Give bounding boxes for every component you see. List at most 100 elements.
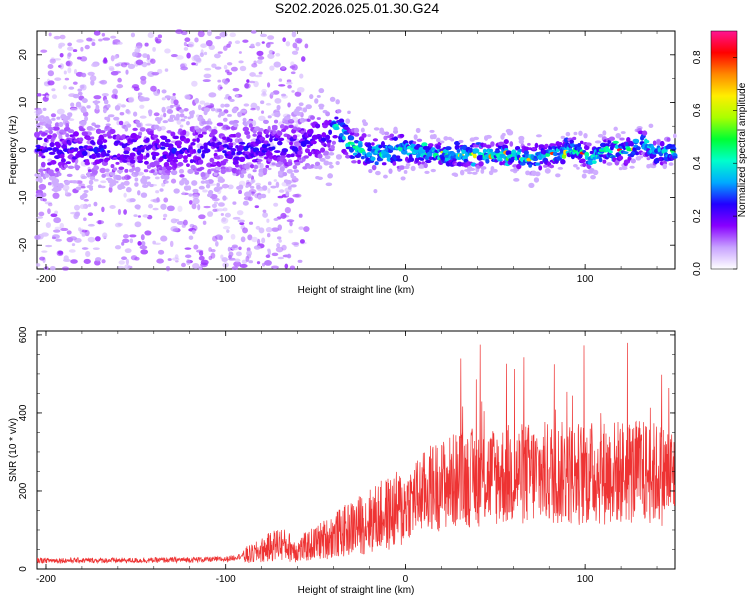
spectrogram-cell (265, 102, 272, 106)
spectrogram-cell (222, 207, 228, 212)
spectrogram-cell (245, 184, 249, 188)
spectrogram-cell (523, 150, 529, 156)
spectrogram-cell (193, 244, 199, 250)
spectrogram-cell (492, 168, 498, 173)
spectrogram-cell (93, 178, 99, 182)
spectrogram-cell (548, 164, 555, 169)
spectrogram-cell (638, 155, 644, 159)
spectrogram-cell (261, 152, 266, 156)
spectrogram-cell (217, 79, 222, 83)
spectrogram-cell (153, 160, 160, 166)
spectrogram-cell (268, 141, 274, 149)
spectrogram-cell (160, 146, 166, 150)
spectrogram-cell (485, 158, 490, 164)
spectrogram-cell (427, 143, 434, 147)
spectrogram-cell (77, 88, 83, 92)
spectrogram-cell (309, 94, 314, 100)
spectrogram-cell (183, 219, 188, 226)
spectrogram-cell (137, 190, 141, 196)
spectrogram-cell (126, 175, 132, 180)
spectrogram-cell (125, 187, 132, 193)
spectrogram-cell (231, 266, 239, 271)
spectrogram-cell (303, 155, 309, 159)
spectrogram-cell (297, 150, 303, 155)
spectrogram-cell (208, 92, 217, 98)
spectrogram-cell (608, 150, 613, 154)
spectrogram-cell (629, 165, 635, 169)
spectrogram-cell (207, 189, 214, 195)
spectrogram-cell (134, 204, 141, 210)
spectrogram-cell (102, 133, 108, 138)
spectrogram-cell (130, 255, 138, 261)
spectrogram-cell (116, 265, 125, 269)
spectrogram-cell (62, 85, 67, 90)
spectrogram-cell (294, 193, 302, 198)
spectrogram-cell (239, 222, 245, 226)
spectrogram-cell (67, 42, 73, 47)
spectrogram-cell (421, 142, 428, 147)
spectrogram-cell (34, 173, 40, 177)
spectrogram-cell (214, 108, 220, 113)
spectrogram-cell (231, 151, 236, 156)
spectrogram-cell (47, 80, 55, 86)
spectrogram-cell (256, 105, 260, 111)
spectrogram-cell (262, 185, 268, 191)
spectrogram-cell (286, 168, 294, 174)
spectrogram-cell (68, 86, 75, 90)
spectrogram-cell (75, 186, 82, 191)
spectrogram-cell (94, 124, 101, 128)
spectrogram-cell (119, 112, 125, 116)
spectrogram-cell (61, 266, 70, 271)
spectrogram-cell (250, 102, 258, 110)
spectrogram-cell (106, 104, 111, 108)
spectrogram-cell (187, 168, 194, 174)
spectrogram-cell (419, 157, 425, 161)
spectrogram-cell (89, 75, 97, 82)
spectrogram-cell (190, 142, 196, 146)
spectrogram-cell (217, 202, 225, 207)
spectrogram-cell (265, 129, 270, 135)
spectrogram-cell (467, 171, 473, 175)
spectrogram-cell (362, 121, 369, 127)
spectrogram-cell (230, 233, 236, 240)
spectrogram-cell (243, 83, 251, 89)
spectrogram-cell (218, 186, 223, 190)
spectrogram-cell (300, 130, 305, 135)
spectrogram-cell (51, 117, 56, 121)
spectrogram-cell (237, 111, 242, 118)
spectrogram-cell (632, 146, 637, 152)
spectrogram-cell (135, 59, 144, 66)
spectrogram-cell (74, 165, 81, 170)
spectrogram-cell (120, 135, 127, 140)
spectrogram-cell (321, 132, 327, 138)
spectrogram-cell (170, 218, 178, 224)
spectrogram-cell (627, 156, 632, 161)
spectrogram-cell (107, 114, 115, 118)
spectrogram-cell (86, 125, 94, 131)
spectrogram-cell (228, 138, 233, 143)
spectrogram-cell (485, 134, 492, 139)
spectrogram-cell (164, 180, 169, 184)
spectrogram-cell (64, 77, 70, 81)
spectrogram-cell (586, 142, 592, 147)
spectrogram-cell (163, 112, 167, 118)
spectrogram-cell (555, 173, 561, 178)
snr-x-ticks: -200 -100 0 100 (36, 331, 658, 585)
spectrogram-cell (297, 86, 305, 93)
spectrogram-cell (56, 108, 65, 115)
snr-plot-frame (36, 330, 676, 570)
spectrogram-cell (256, 59, 263, 65)
spectrogram-cell (257, 131, 263, 136)
spectrogram-cell (289, 265, 296, 270)
spectrogram-cell (121, 256, 128, 260)
spectrogram-cell (292, 42, 298, 49)
spectrogram-cell (133, 86, 140, 92)
spectrogram-cell (226, 43, 231, 48)
spectrogram-cell (189, 159, 194, 164)
spectrogram-cell (249, 185, 255, 189)
spectrogram-cell (109, 128, 116, 134)
spectrogram-cell (662, 163, 668, 170)
spectrogram-cell (381, 162, 387, 166)
spectrogram-cell (327, 161, 333, 165)
spectrogram-cell (292, 134, 298, 140)
